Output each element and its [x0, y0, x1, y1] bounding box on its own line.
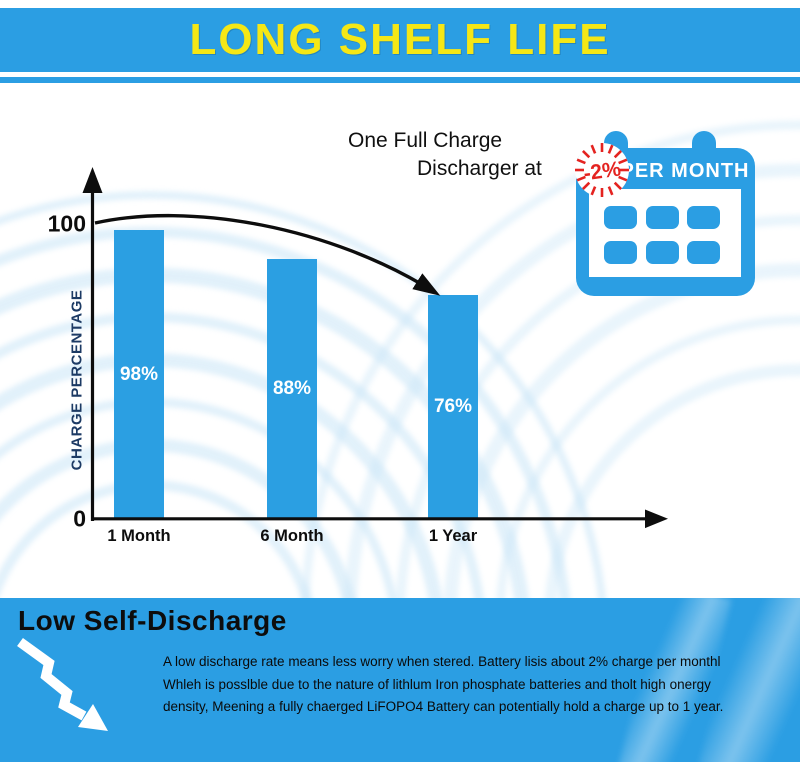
x-category-label: 1 Year — [428, 527, 478, 545]
bottom-margin — [0, 762, 800, 771]
bar-1-month: 98% — [114, 230, 164, 519]
bar-value-label: 76% — [433, 396, 473, 417]
calendar-icon: PER MONTH -2% — [575, 131, 755, 296]
calendar-header-label: PER MONTH — [621, 160, 750, 182]
x-category-label: 1 Month — [107, 527, 171, 545]
paragraph-line-2: Whleh is posslble due to the nature of l… — [163, 676, 711, 692]
paragraph-line-3: density, Meening a fully chaerged LiFOPO… — [163, 699, 724, 715]
low-self-discharge-section: Low Self-Discharge A low discharge rate … — [0, 598, 800, 762]
paragraph-line-1: A low discharge rate means less worry wh… — [163, 654, 721, 669]
banner-underline-stripe — [0, 77, 800, 83]
title-banner: LONG SHELF LIFE — [0, 8, 800, 72]
y-tick-100: 100 — [47, 210, 86, 237]
section-paragraph: A low discharge rate means less worry wh… — [163, 651, 723, 719]
annotation-line-1: One Full Charge — [348, 129, 503, 152]
x-category-label: 6 Month — [260, 527, 324, 545]
discharge-rate-badge: -2% — [575, 143, 629, 197]
annotation-line-2: Discharger at — [417, 157, 542, 180]
bar-value-label: 88% — [272, 378, 312, 399]
bar-6-month: 88% — [267, 259, 317, 519]
y-tick-0: 0 — [73, 505, 86, 532]
bar-value-label: 98% — [119, 363, 159, 385]
bar-1-year: 76% — [428, 295, 478, 519]
page-title: LONG SHELF LIFE — [189, 15, 611, 64]
section-heading: Low Self-Discharge — [18, 605, 287, 636]
